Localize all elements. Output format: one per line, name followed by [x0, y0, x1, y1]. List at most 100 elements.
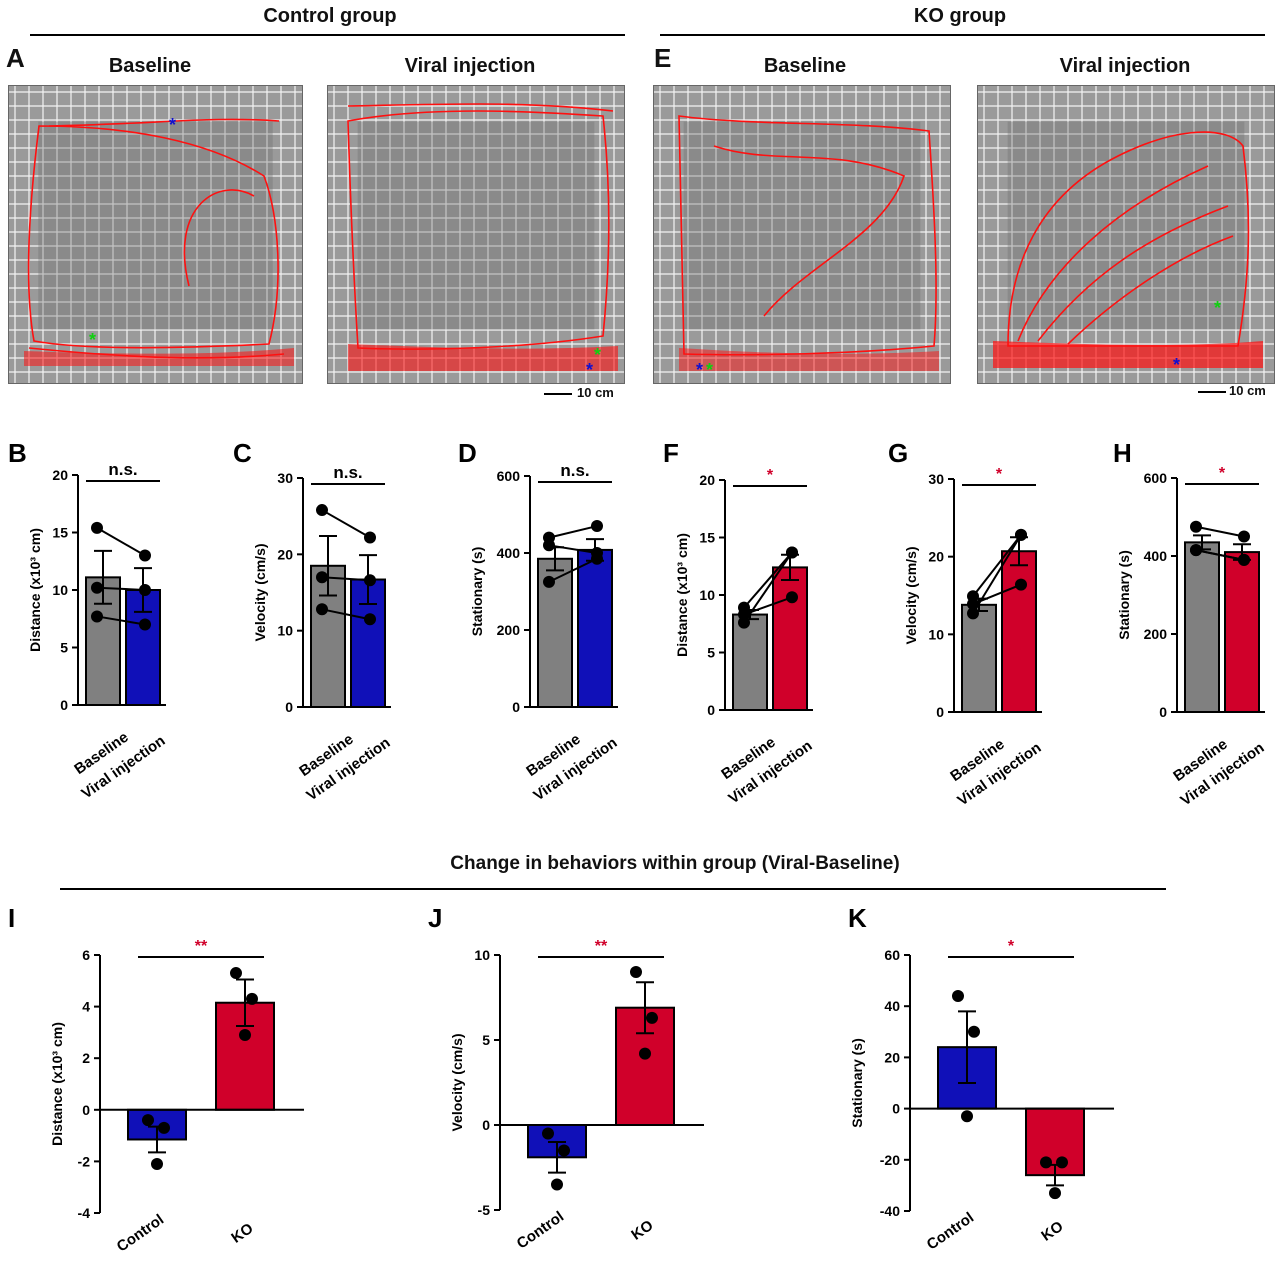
y-tick-label: 15 [699, 530, 715, 546]
control-group-title: Control group [263, 5, 397, 27]
data-point [738, 608, 750, 621]
pair-line [321, 509, 371, 539]
data-point [542, 1127, 554, 1140]
end-marker: * [706, 360, 713, 380]
pair-line [743, 551, 793, 609]
data-point [151, 1157, 163, 1170]
data-point [1015, 528, 1027, 541]
panel-a-viral-title: Viral injection [404, 55, 536, 77]
panel-letter-j: J [428, 905, 442, 933]
data-point [630, 966, 642, 978]
y-tick-label: 10 [277, 623, 293, 639]
bar-baseline [961, 603, 997, 714]
data-point [158, 1121, 170, 1134]
y-tick-label: 200 [1144, 626, 1168, 642]
y-tick-label: 400 [497, 545, 521, 561]
chart-j: J -5 0 5 10 Velocity (cm/s) ** Control KO [428, 905, 704, 1253]
y-axis-label: Stationary (s) [1116, 550, 1132, 639]
scale-bar-label-e: 10 cm [1229, 383, 1266, 398]
pair-line [96, 586, 146, 591]
end-marker: * [89, 330, 96, 350]
data-point [316, 603, 328, 616]
pair-line [972, 534, 1022, 597]
data-point [1238, 553, 1250, 566]
data-point [558, 1144, 570, 1157]
panel-letter-d: D [458, 440, 477, 468]
end-marker: * [594, 345, 601, 365]
data-point [1190, 544, 1202, 557]
x-tick-label: KO [228, 1220, 256, 1247]
y-tick-label: 30 [277, 470, 293, 486]
scale-bar-e [1198, 391, 1226, 393]
panel-letter-h: H [1113, 440, 1132, 468]
scale-bar-a [544, 393, 572, 395]
panel-e-viral-title: Viral injection [1059, 55, 1191, 77]
bar-viral-injection [1001, 550, 1037, 714]
cage-image-e-baseline: * * [653, 85, 951, 384]
y-tick-label: 5 [482, 1032, 490, 1048]
y-tick-label: 10 [474, 947, 490, 963]
ko-group-title: KO group [913, 5, 1007, 27]
data-point [364, 613, 376, 626]
cage-image-e-viral: * * [977, 85, 1275, 384]
data-point [967, 598, 979, 611]
data-point [246, 992, 258, 1005]
cage-wire-grid [9, 86, 302, 383]
y-axis-label: Stationary (s) [849, 1038, 865, 1127]
pair-line [1195, 549, 1245, 561]
y-tick-label: -4 [78, 1205, 91, 1221]
cage-image-a-baseline: * * [8, 85, 303, 384]
pair-line [1195, 525, 1245, 538]
panel-letter-k: K [848, 905, 867, 933]
y-tick-label: 0 [707, 702, 715, 718]
panel-letter-g: G [888, 440, 908, 468]
start-marker: * [1173, 355, 1180, 375]
data-point [139, 549, 151, 562]
y-tick-label: 0 [512, 699, 520, 715]
y-axis-label: Distance (x10³ cm) [49, 1022, 65, 1146]
y-tick-label: 0 [1159, 704, 1167, 720]
y-tick-label: -2 [78, 1153, 91, 1169]
y-tick-label: 20 [277, 546, 293, 562]
data-point [952, 989, 964, 1002]
y-tick-label: 0 [60, 697, 68, 713]
start-marker: * [696, 360, 703, 380]
data-point [142, 1114, 154, 1127]
y-tick-label: 5 [60, 640, 68, 656]
data-point [1040, 1156, 1052, 1169]
data-point [364, 531, 376, 544]
data-point [968, 1025, 980, 1038]
pair-line [972, 583, 1022, 605]
significance-label: * [996, 466, 1003, 483]
y-tick-label: 10 [699, 587, 715, 603]
scale-bar-label-a: 10 cm [577, 385, 614, 400]
y-axis-label: Velocity (cm/s) [903, 546, 919, 644]
y-tick-label: -5 [478, 1202, 491, 1218]
y-tick-label: 0 [892, 1101, 900, 1117]
y-tick-label: 400 [1144, 548, 1168, 564]
x-tick-label: KO [1038, 1218, 1066, 1245]
data-point [139, 618, 151, 631]
data-point [316, 571, 328, 584]
y-tick-label: 20 [884, 1049, 900, 1065]
significance-label: * [1219, 465, 1226, 482]
bar-viral-injection [772, 566, 808, 712]
pair-line [96, 527, 146, 557]
pair-line [321, 608, 371, 621]
chart-i: I -4 -2 0 2 4 6 Distance (x10³ cm) ** Control KO [8, 905, 304, 1256]
data-point [1015, 578, 1027, 591]
y-axis-label: Distance (x10³ cm) [27, 528, 43, 652]
chart-k: K -40 -20 0 20 40 60 Stationary (s) * Control KO [848, 905, 1114, 1254]
data-point [239, 1028, 251, 1041]
significance-label: * [1008, 938, 1015, 955]
x-tick-label: Control [514, 1208, 567, 1253]
data-point [961, 1110, 973, 1123]
y-tick-label: -40 [880, 1203, 900, 1219]
panel-letter-i: I [8, 905, 15, 933]
cage-image-a-viral: * * [327, 85, 625, 384]
data-point [139, 584, 151, 596]
y-axis-label: Velocity (cm/s) [449, 1033, 465, 1131]
